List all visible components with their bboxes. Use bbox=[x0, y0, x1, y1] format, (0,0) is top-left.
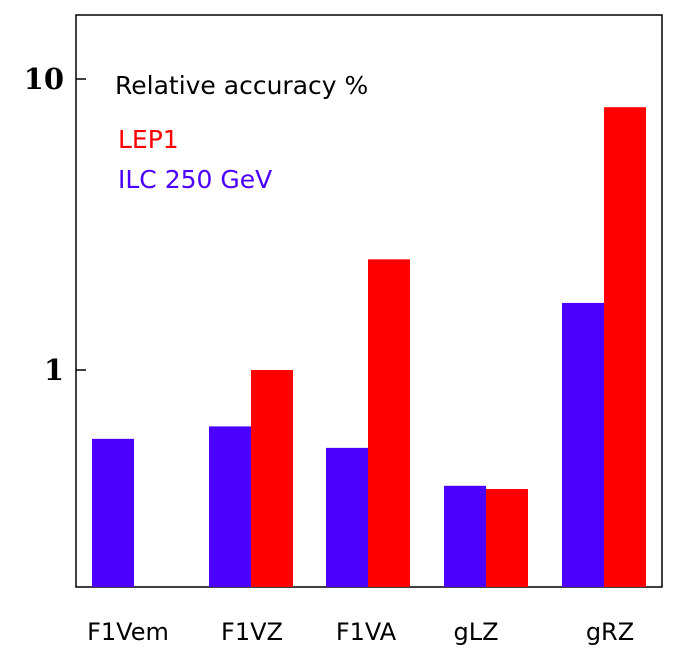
bar-F1Vem-ilc-250 bbox=[92, 438, 134, 587]
category-label-gRZ: gRZ bbox=[586, 618, 634, 646]
bar-gRZ-lep1 bbox=[604, 107, 646, 588]
legend-lep1: LEP1 bbox=[118, 125, 179, 154]
bar-gRZ-ilc-250 bbox=[562, 302, 604, 587]
bar-F1VA-lep1 bbox=[368, 259, 410, 587]
category-label-F1VZ: F1VZ bbox=[221, 618, 283, 646]
bars bbox=[92, 107, 646, 588]
bar-gLZ-ilc-250 bbox=[444, 485, 486, 587]
bar-gLZ-lep1 bbox=[486, 489, 528, 587]
legend-ilc-250: ILC 250 GeV bbox=[118, 165, 272, 194]
y-tick-label-1: 1 bbox=[44, 353, 64, 387]
bar-F1VZ-lep1 bbox=[251, 370, 293, 587]
y-tick-label-10: 10 bbox=[24, 62, 64, 96]
category-label-gLZ: gLZ bbox=[453, 618, 498, 646]
chart-title: Relative accuracy % bbox=[115, 71, 368, 100]
bar-F1VZ-ilc-250 bbox=[209, 426, 251, 587]
y-axis-ticks: 1 10 bbox=[24, 62, 86, 387]
category-labels: F1Vem F1VZ F1VA gLZ gRZ bbox=[87, 618, 634, 646]
category-label-F1VA: F1VA bbox=[336, 618, 397, 646]
category-label-F1Vem: F1Vem bbox=[87, 618, 169, 646]
bar-F1VA-ilc-250 bbox=[326, 447, 368, 587]
